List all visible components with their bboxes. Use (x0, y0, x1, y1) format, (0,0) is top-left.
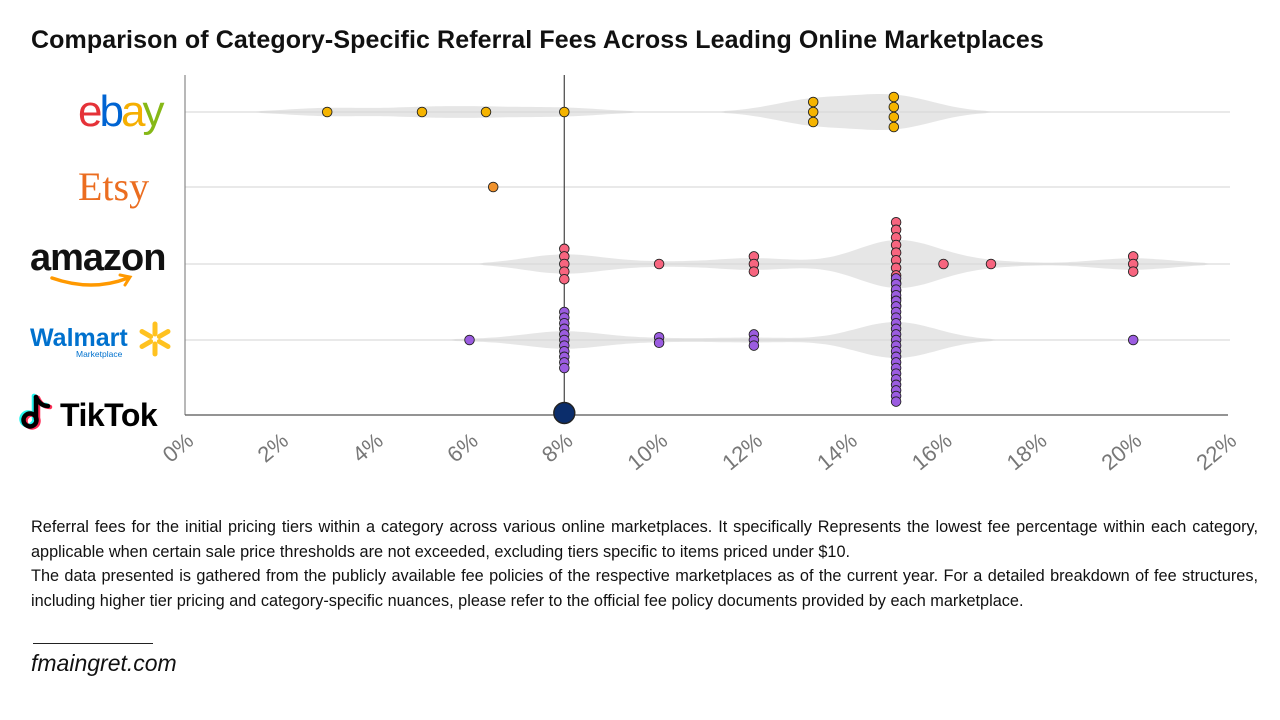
data-point-ebay (888, 121, 900, 133)
data-point-tiktok (553, 401, 576, 425)
fee-scatter-chart: 0% 2% 4% 6% 8% 10% 12% 14% 16% 18% 20% 22% ebay Etsy a… (19, 75, 1241, 475)
data-point-ebay (807, 116, 819, 128)
data-point-walmart (464, 334, 475, 346)
amazon-logo: amazon (30, 237, 165, 279)
description-paragraph-2: The data presented is gathered from the … (31, 567, 1258, 610)
x-tick-label: 10% (622, 428, 672, 475)
x-tick-label: 12% (717, 428, 767, 475)
data-point-amazon (653, 258, 665, 270)
data-point-etsy (487, 181, 499, 193)
data-point-walmart (748, 340, 760, 351)
data-point-ebay (416, 106, 428, 118)
x-tick-label: 20% (1097, 428, 1147, 475)
data-point-ebay (888, 111, 900, 123)
x-tick-label: 8% (537, 428, 577, 468)
walmart-spark-icon (139, 329, 154, 339)
data-point-ebay (480, 106, 492, 118)
walmart-logo: Walmart (30, 324, 128, 352)
ebay-logo-letter: y (142, 87, 164, 136)
website-credit: fmaingret.com (31, 650, 177, 676)
density-walmart (185, 322, 1224, 358)
footer-divider (33, 643, 153, 644)
amazon-arrow-icon (118, 273, 133, 287)
data-point-ebay (807, 96, 819, 108)
description-paragraph-1: Referral fees for the initial pricing ti… (31, 518, 1258, 561)
data-point-ebay (321, 106, 333, 118)
data-point-amazon (1127, 266, 1139, 277)
x-tick-label: 0% (158, 428, 198, 468)
amazon-smile-icon (50, 276, 130, 287)
data-point-walmart (1127, 334, 1139, 346)
chart-description: Referral fees for the initial pricing ti… (31, 515, 1258, 613)
ebay-logo: ebay (78, 87, 164, 136)
x-tick-label: 6% (442, 428, 482, 468)
data-point-ebay (807, 106, 819, 118)
tiktok-note-icon (21, 411, 39, 429)
walmart-spark-icon (156, 329, 171, 339)
density-ebay (185, 94, 1224, 130)
tiktok-note-icon (33, 394, 51, 409)
x-tick-label: 18% (1002, 428, 1052, 475)
data-point-ebay (888, 101, 900, 113)
x-tick-label: 4% (347, 428, 387, 468)
ebay-logo-letter: b (99, 87, 122, 136)
data-point-amazon (938, 258, 949, 270)
x-tick-label: 2% (253, 428, 293, 468)
data-point-amazon (559, 273, 570, 285)
x-tick-label: 16% (907, 428, 957, 475)
data-point-ebay (888, 91, 900, 103)
data-point-amazon (985, 258, 997, 270)
data-point-amazon (748, 266, 760, 277)
x-tick-label: 22% (1191, 428, 1241, 475)
data-point-walmart (890, 396, 902, 407)
data-point-walmart (653, 337, 665, 349)
walmart-logo-subtext: Marketplace (76, 349, 123, 359)
x-tick-label: 14% (812, 428, 862, 475)
ebay-logo-letter: e (78, 87, 101, 136)
etsy-logo: Etsy (78, 164, 149, 209)
density-amazon (185, 240, 1224, 288)
tiktok-logo: TikTok (60, 397, 158, 433)
walmart-spark-icon (139, 339, 154, 349)
data-point-walmart (559, 362, 570, 374)
walmart-spark-icon (156, 339, 171, 349)
chart-title: Comparison of Category-Specific Referral… (31, 26, 1044, 54)
data-point-ebay (559, 106, 570, 118)
